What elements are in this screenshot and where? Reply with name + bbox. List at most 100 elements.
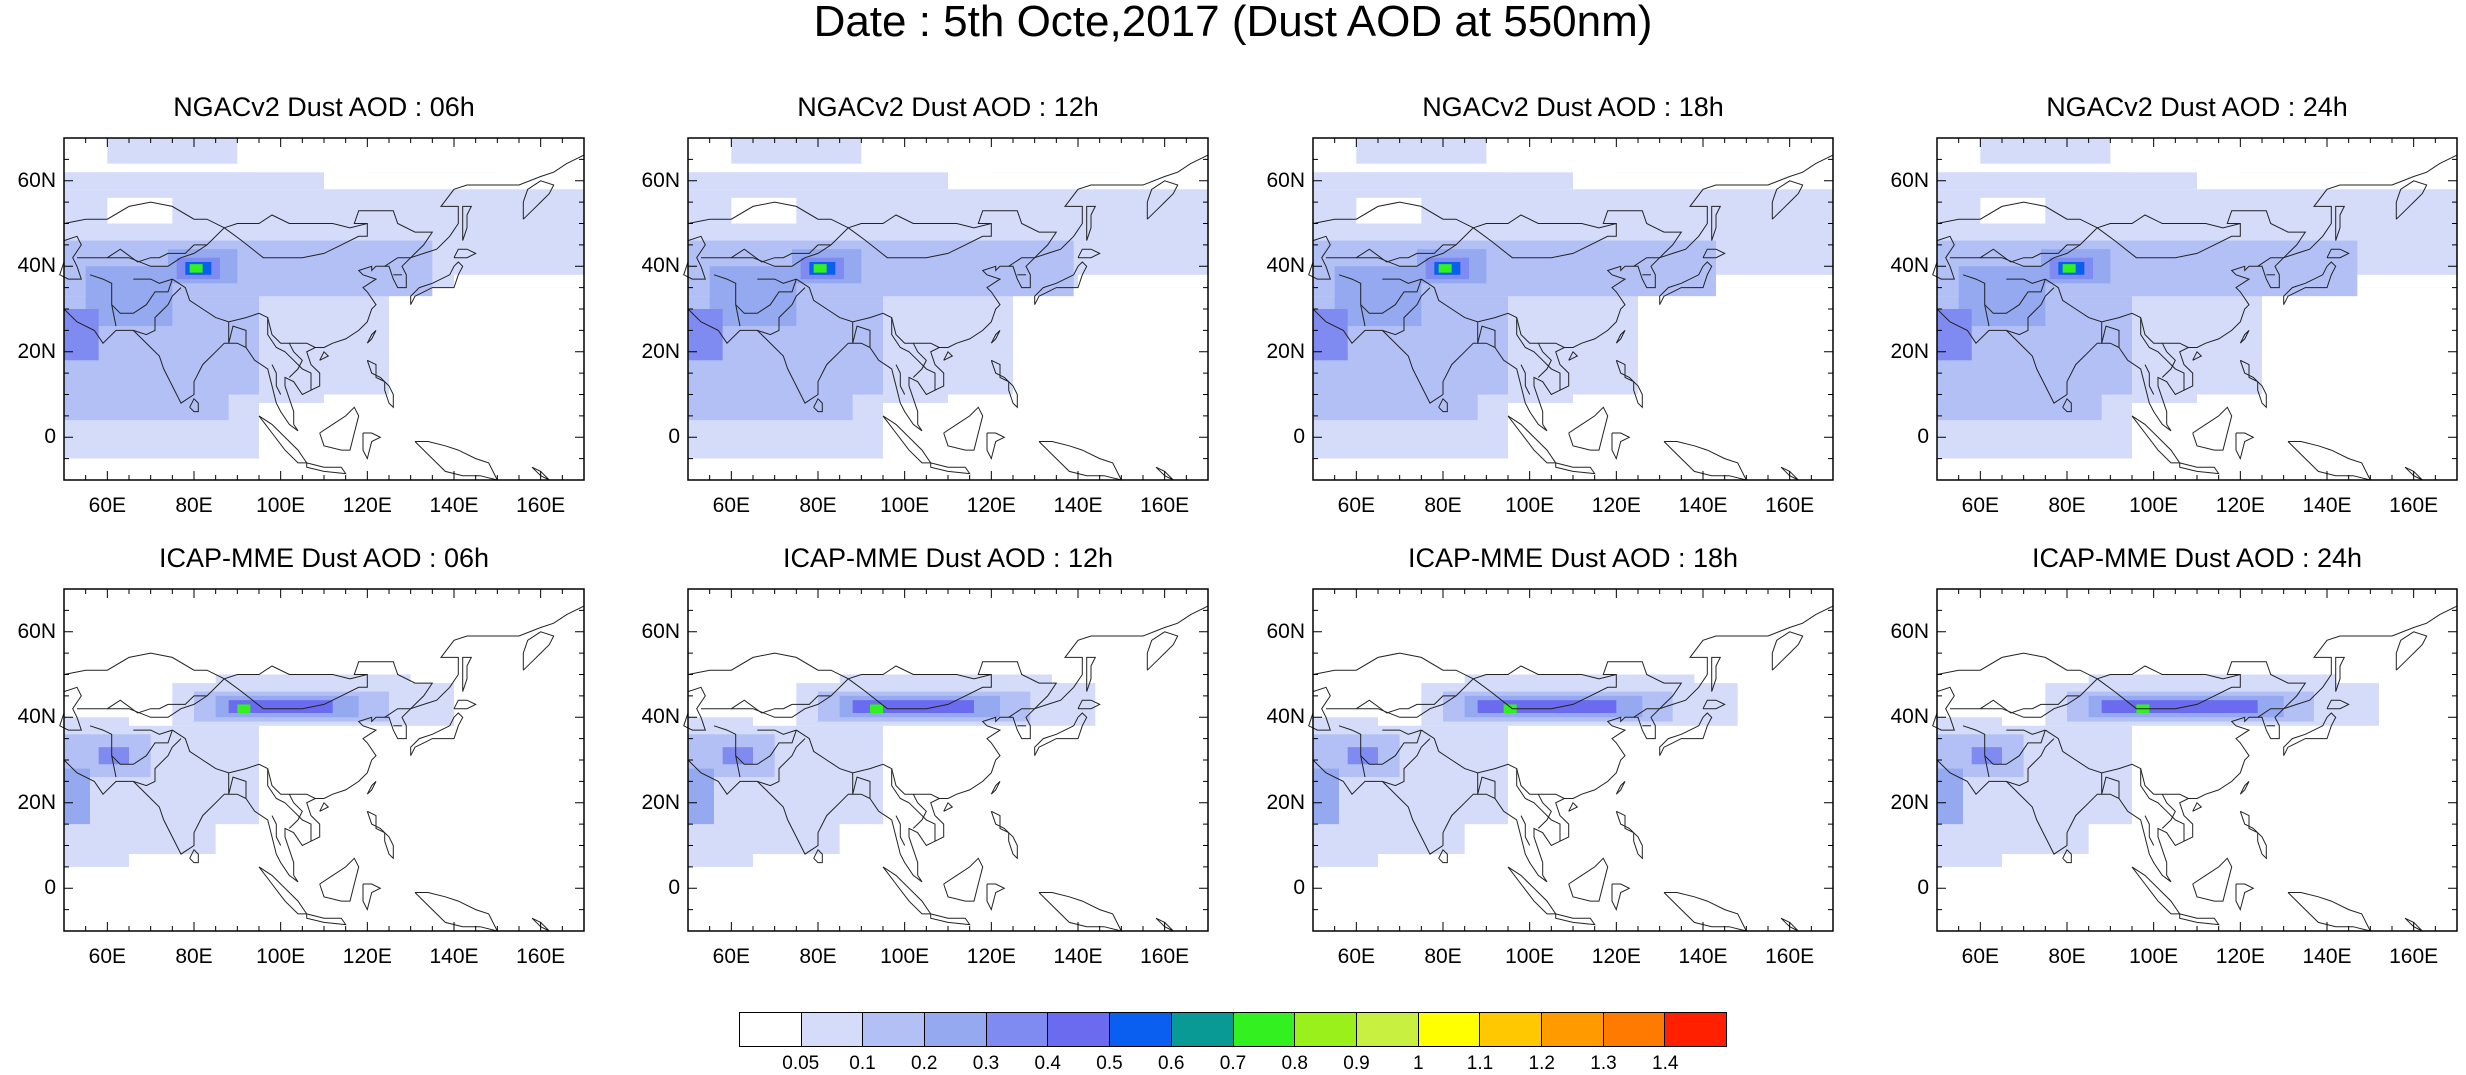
lon-label: 120E [342, 945, 392, 968]
colorbar-label: 1 [1412, 1053, 1424, 1074]
coastline [414, 892, 499, 932]
panel-title: NGACv2 Dust AOD : 12h [797, 92, 1099, 122]
coastline [990, 810, 1018, 860]
coastline [1611, 883, 1631, 912]
colorbar [739, 1012, 1727, 1047]
coastline [2192, 406, 2233, 451]
coastline [2192, 801, 2203, 812]
coastline [2192, 857, 2233, 902]
coastline [2326, 699, 2350, 710]
lon-label: 160E [2389, 945, 2439, 968]
aod-cell [454, 274, 584, 288]
aod-cell [2262, 287, 2457, 480]
country-border [77, 244, 207, 263]
coastline [1038, 892, 1123, 932]
lon-label: 160E [1765, 945, 1815, 968]
aod-cell [1313, 458, 1508, 480]
country-border [1473, 214, 1617, 229]
country-border [1473, 665, 1617, 680]
coastline [2395, 180, 2428, 220]
lon-label: 160E [2389, 494, 2439, 517]
aod-cell [1971, 747, 2002, 765]
country-border [271, 815, 282, 846]
lon-label: 60E [88, 494, 127, 517]
country-border [1382, 729, 1422, 735]
lat-label: 0 [1293, 425, 1305, 449]
coastline [1615, 810, 1643, 860]
lat-label: 40N [1890, 254, 1929, 278]
coastline [1611, 432, 1631, 461]
country-border [891, 317, 936, 391]
aod-cell [1508, 403, 1573, 480]
aod-cell [1958, 266, 2046, 327]
coastline [1568, 801, 1579, 812]
coastline [2335, 205, 2346, 241]
country-border [687, 201, 849, 229]
country-border [2101, 772, 2120, 799]
coastline [2283, 261, 2337, 305]
aod-cell [1438, 264, 1452, 273]
aod-cell [64, 458, 259, 480]
coastline [2235, 432, 2255, 461]
coastline [1555, 913, 1596, 926]
coastline [410, 261, 464, 305]
lat-label: 0 [44, 876, 56, 900]
coastline [986, 432, 1006, 461]
aod-cell [1937, 458, 2132, 480]
coastline [1702, 248, 1726, 259]
country-border [1421, 278, 1565, 348]
country-border [2161, 342, 2176, 378]
colorbar-label: 1.3 [1590, 1053, 1617, 1074]
lon-label: 120E [966, 494, 1016, 517]
colorbar-swatch [801, 1013, 864, 1046]
colorbar-swatch [1665, 1013, 1726, 1046]
coastline [943, 350, 954, 361]
country-border [1008, 708, 1035, 718]
coastline [1308, 686, 1331, 731]
country-border [1326, 695, 1456, 714]
aod-field [1937, 138, 2457, 480]
panel-title: ICAP-MME Dust AOD : 12h [782, 543, 1114, 573]
aod-cell [948, 394, 1035, 480]
lon-label: 120E [966, 945, 1016, 968]
lon-label: 80E [175, 494, 213, 517]
lon-label: 160E [516, 945, 566, 968]
country-border [912, 342, 927, 378]
country-border [2006, 287, 2055, 336]
coastline [1077, 699, 1101, 710]
colorbar-swatch [1603, 1013, 1666, 1046]
country-border [701, 244, 831, 263]
aod-cell [64, 385, 229, 421]
country-border [1520, 364, 1531, 395]
coastline [2131, 866, 2181, 915]
lon-label: 120E [1591, 945, 1641, 968]
coastline [1146, 631, 1179, 671]
colorbar-label: 0.9 [1343, 1053, 1370, 1074]
panel-title: ICAP-MME Dust AOD : 24h [2031, 543, 2363, 573]
aod-cell [1937, 309, 1972, 361]
colorbar-label: 0.05 [782, 1053, 820, 1074]
lon-label: 60E [712, 945, 751, 968]
coastline [319, 857, 360, 902]
colorbar-swatch [863, 1013, 926, 1046]
lat-label: 0 [1917, 876, 1929, 900]
country-border [852, 321, 871, 348]
lon-label: 140E [429, 494, 479, 517]
lon-label: 100E [1505, 945, 1555, 968]
lon-label: 160E [516, 494, 566, 517]
country-border [133, 278, 173, 284]
colorbar-label: 1.2 [1528, 1053, 1555, 1074]
country-border [172, 278, 316, 348]
country-border [63, 652, 225, 680]
aod-cell [259, 403, 324, 480]
aod-cell [1078, 274, 1208, 288]
coastline [319, 406, 360, 451]
aod-cell [189, 264, 203, 273]
coastline [362, 432, 382, 461]
figure-title: Date : 5th Octe,2017 (Dust AOD at 550nm) [813, 0, 1653, 46]
aod-cell [215, 674, 411, 692]
lat-label: 60N [641, 168, 680, 192]
colorbar-swatch [1356, 1013, 1419, 1046]
colorbar-label: 0.1 [849, 1053, 876, 1074]
country-border [2144, 815, 2155, 846]
